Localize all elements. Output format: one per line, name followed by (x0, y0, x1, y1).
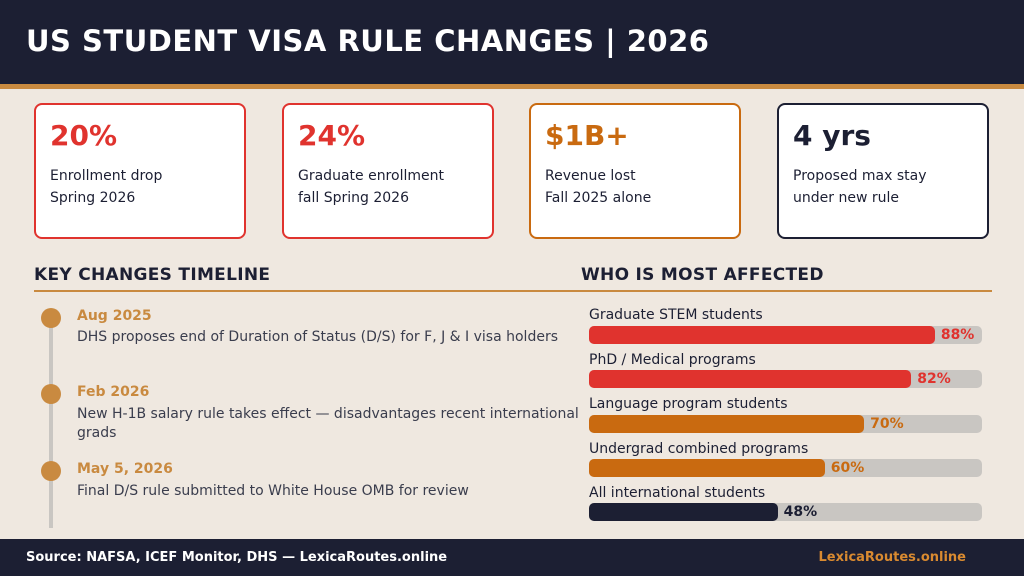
bar-percent: 82% (917, 371, 951, 387)
bar-fill (589, 370, 912, 388)
bar-fill (589, 415, 865, 433)
bar-fill (589, 459, 825, 477)
footer-bar: Source: NAFSA, ICEF Monitor, DHS — Lexic… (0, 539, 1024, 576)
stat-value: 4 yrs (793, 119, 871, 152)
page-title: US STUDENT VISA RULE CHANGES | 2026 (26, 24, 710, 58)
timeline-text: DHS proposes end of Duration of Status (… (77, 329, 558, 345)
bar-track: 48% (589, 503, 982, 521)
stat-value: $1B+ (545, 119, 629, 152)
bar-percent: 88% (940, 327, 975, 343)
stat-card-revenue-lost: $1B+ Revenue lost Fall 2025 alone (529, 103, 741, 239)
timeline-date: May 5, 2026 (77, 461, 173, 477)
bar-label: PhD / Medical programs (589, 352, 756, 368)
stat-label: Proposed max stay under new rule (793, 165, 927, 209)
bar-track: 70% (589, 415, 982, 433)
timeline-text: New H-1B salary rule takes effect — disa… (77, 406, 579, 422)
footer-source: Source: NAFSA, ICEF Monitor, DHS — Lexic… (26, 550, 448, 565)
timeline-date: Aug 2025 (77, 308, 152, 324)
timeline-date: Feb 2026 (77, 384, 150, 400)
affected-section-title: WHO IS MOST AFFECTED (581, 265, 824, 285)
bar-fill (589, 503, 778, 521)
bar-percent: 60% (830, 460, 865, 476)
bar-percent: 48% (783, 504, 818, 520)
bar-fill (589, 326, 935, 344)
stat-value: 24% (298, 119, 366, 152)
timeline-dot (41, 461, 61, 481)
bar-label: Undergrad combined programs (589, 441, 809, 457)
timeline-section-title: KEY CHANGES TIMELINE (34, 265, 271, 285)
bar-label: Graduate STEM students (589, 307, 763, 323)
stat-label: Graduate enrollment fall Spring 2026 (298, 165, 444, 209)
timeline-dot (41, 384, 61, 404)
timeline-line (49, 316, 53, 528)
stat-label-line2: Spring 2026 (50, 190, 136, 206)
bar-label: All international students (589, 485, 766, 501)
bar-track: 88% (589, 326, 982, 344)
header-divider (0, 84, 1024, 89)
header-bar: US STUDENT VISA RULE CHANGES | 2026 (0, 0, 1024, 84)
stat-label-line1: Enrollment drop (50, 168, 163, 184)
stat-label-line2: Fall 2025 alone (545, 190, 652, 206)
timeline-text: Final D/S rule submitted to White House … (77, 483, 469, 499)
stat-label-line1: Proposed max stay (793, 168, 927, 184)
stat-label-line1: Graduate enrollment (298, 168, 444, 184)
stat-label-line1: Revenue lost (545, 168, 636, 184)
footer-brand-link[interactable]: LexicaRoutes.online (818, 550, 967, 565)
timeline-text-continued: grads (77, 425, 117, 441)
bar-track: 60% (589, 459, 982, 477)
stat-label-line2: fall Spring 2026 (298, 190, 409, 206)
stat-value: 20% (50, 119, 118, 152)
stat-label: Revenue lost Fall 2025 alone (545, 165, 651, 209)
stat-label: Enrollment drop Spring 2026 (50, 165, 162, 209)
stat-card-max-stay: 4 yrs Proposed max stay under new rule (777, 103, 989, 239)
bar-track: 82% (589, 370, 982, 388)
stat-card-graduate-enrollment: 24% Graduate enrollment fall Spring 2026 (282, 103, 494, 239)
bar-percent: 70% (870, 416, 904, 432)
bar-label: Language program students (589, 396, 788, 412)
section-divider (34, 290, 992, 292)
timeline-dot (41, 308, 61, 328)
stat-label-line2: under new rule (793, 190, 899, 206)
stat-card-enrollment-drop: 20% Enrollment drop Spring 2026 (34, 103, 246, 239)
